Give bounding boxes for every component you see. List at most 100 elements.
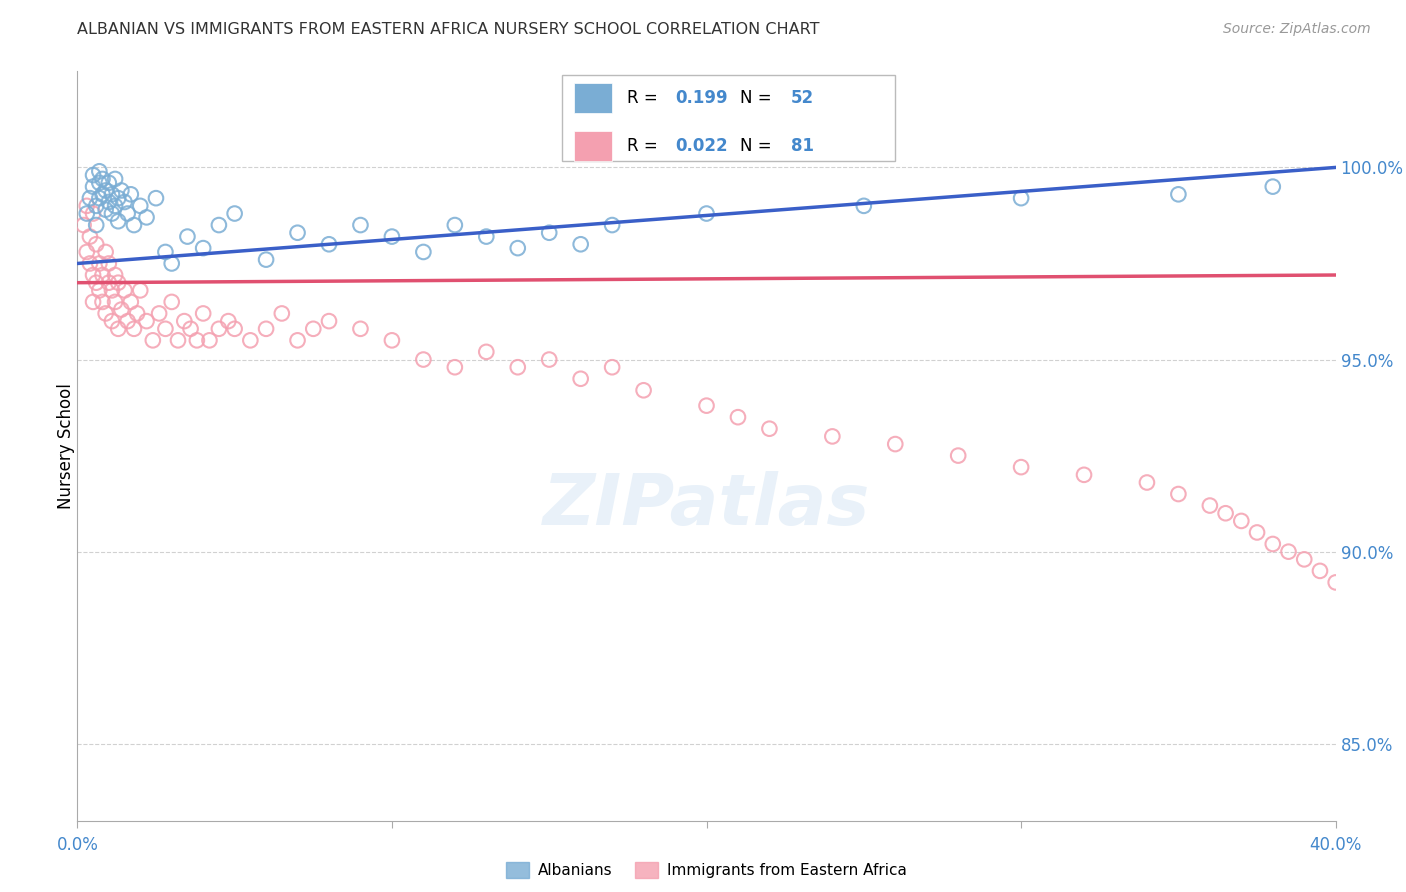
Point: [89, 176, 111, 190]
Point: [506, 360, 529, 375]
Point: [84, 218, 107, 232]
Point: [349, 218, 371, 232]
Point: [155, 322, 177, 336]
Point: [600, 360, 623, 375]
Point: [270, 306, 292, 320]
Point: [727, 410, 749, 425]
Point: [107, 191, 129, 205]
Point: [120, 294, 142, 309]
Point: [758, 422, 780, 436]
Point: [475, 229, 498, 244]
Point: [569, 237, 592, 252]
Point: [167, 334, 190, 348]
Point: [76, 199, 98, 213]
Point: [191, 306, 215, 320]
Point: [538, 226, 561, 240]
Point: [696, 206, 718, 220]
Point: [176, 229, 198, 244]
Point: [104, 294, 127, 309]
Point: [76, 244, 98, 259]
Point: [94, 202, 117, 217]
Point: [696, 399, 718, 413]
Point: [135, 211, 157, 225]
Point: [148, 306, 170, 320]
Point: [84, 199, 107, 213]
Point: [82, 268, 104, 282]
Point: [94, 306, 117, 320]
Text: R =: R =: [627, 137, 664, 155]
Point: [287, 334, 309, 348]
Point: [91, 294, 114, 309]
Point: [89, 256, 111, 270]
Point: [110, 184, 132, 198]
Point: [89, 284, 111, 298]
Point: [82, 168, 104, 182]
Point: [79, 256, 101, 270]
Point: [76, 206, 98, 220]
Point: [1294, 552, 1316, 566]
Text: 0.199: 0.199: [675, 88, 728, 106]
Point: [444, 218, 467, 232]
Point: [79, 229, 101, 244]
Point: [94, 184, 117, 198]
Text: 40.0%: 40.0%: [1309, 836, 1362, 854]
Point: [120, 187, 142, 202]
Point: [101, 206, 124, 220]
Point: [101, 187, 124, 202]
Text: N =: N =: [741, 88, 778, 106]
Point: [254, 252, 277, 267]
Text: Source: ZipAtlas.com: Source: ZipAtlas.com: [1223, 22, 1371, 37]
Point: [89, 191, 111, 205]
Point: [318, 314, 340, 328]
Point: [1261, 179, 1284, 194]
Point: [173, 314, 195, 328]
Point: [91, 268, 114, 282]
Point: [107, 322, 129, 336]
Text: 0.022: 0.022: [675, 137, 728, 155]
Point: [208, 218, 231, 232]
Point: [884, 437, 907, 451]
Point: [104, 172, 127, 186]
Point: [72, 218, 94, 232]
Point: [1167, 487, 1189, 501]
Point: [821, 429, 844, 443]
Point: [84, 237, 107, 252]
Point: [97, 176, 120, 190]
Point: [475, 344, 498, 359]
Point: [84, 276, 107, 290]
Point: [302, 322, 325, 336]
Point: [1261, 537, 1284, 551]
Text: ZIPatlas: ZIPatlas: [543, 472, 870, 541]
Point: [97, 256, 120, 270]
Point: [101, 314, 124, 328]
Text: R =: R =: [627, 88, 664, 106]
Point: [114, 284, 136, 298]
Point: [94, 244, 117, 259]
Point: [208, 322, 231, 336]
Point: [107, 214, 129, 228]
Point: [318, 237, 340, 252]
Point: [1073, 467, 1095, 482]
Point: [1010, 191, 1032, 205]
Point: [217, 314, 239, 328]
Point: [239, 334, 262, 348]
Point: [145, 191, 167, 205]
Point: [349, 322, 371, 336]
Point: [186, 334, 208, 348]
Point: [254, 322, 277, 336]
Text: ALBANIAN VS IMMIGRANTS FROM EASTERN AFRICA NURSERY SCHOOL CORRELATION CHART: ALBANIAN VS IMMIGRANTS FROM EASTERN AFRI…: [77, 22, 820, 37]
Point: [224, 206, 246, 220]
Point: [135, 314, 157, 328]
Point: [1277, 544, 1299, 558]
Point: [600, 218, 623, 232]
Y-axis label: Nursery School: Nursery School: [58, 383, 75, 509]
Point: [142, 334, 165, 348]
Point: [114, 194, 136, 209]
Point: [1167, 187, 1189, 202]
Point: [1340, 583, 1362, 598]
Point: [122, 322, 145, 336]
Point: [538, 352, 561, 367]
Point: [569, 372, 592, 386]
Point: [104, 199, 127, 213]
FancyBboxPatch shape: [575, 83, 612, 112]
